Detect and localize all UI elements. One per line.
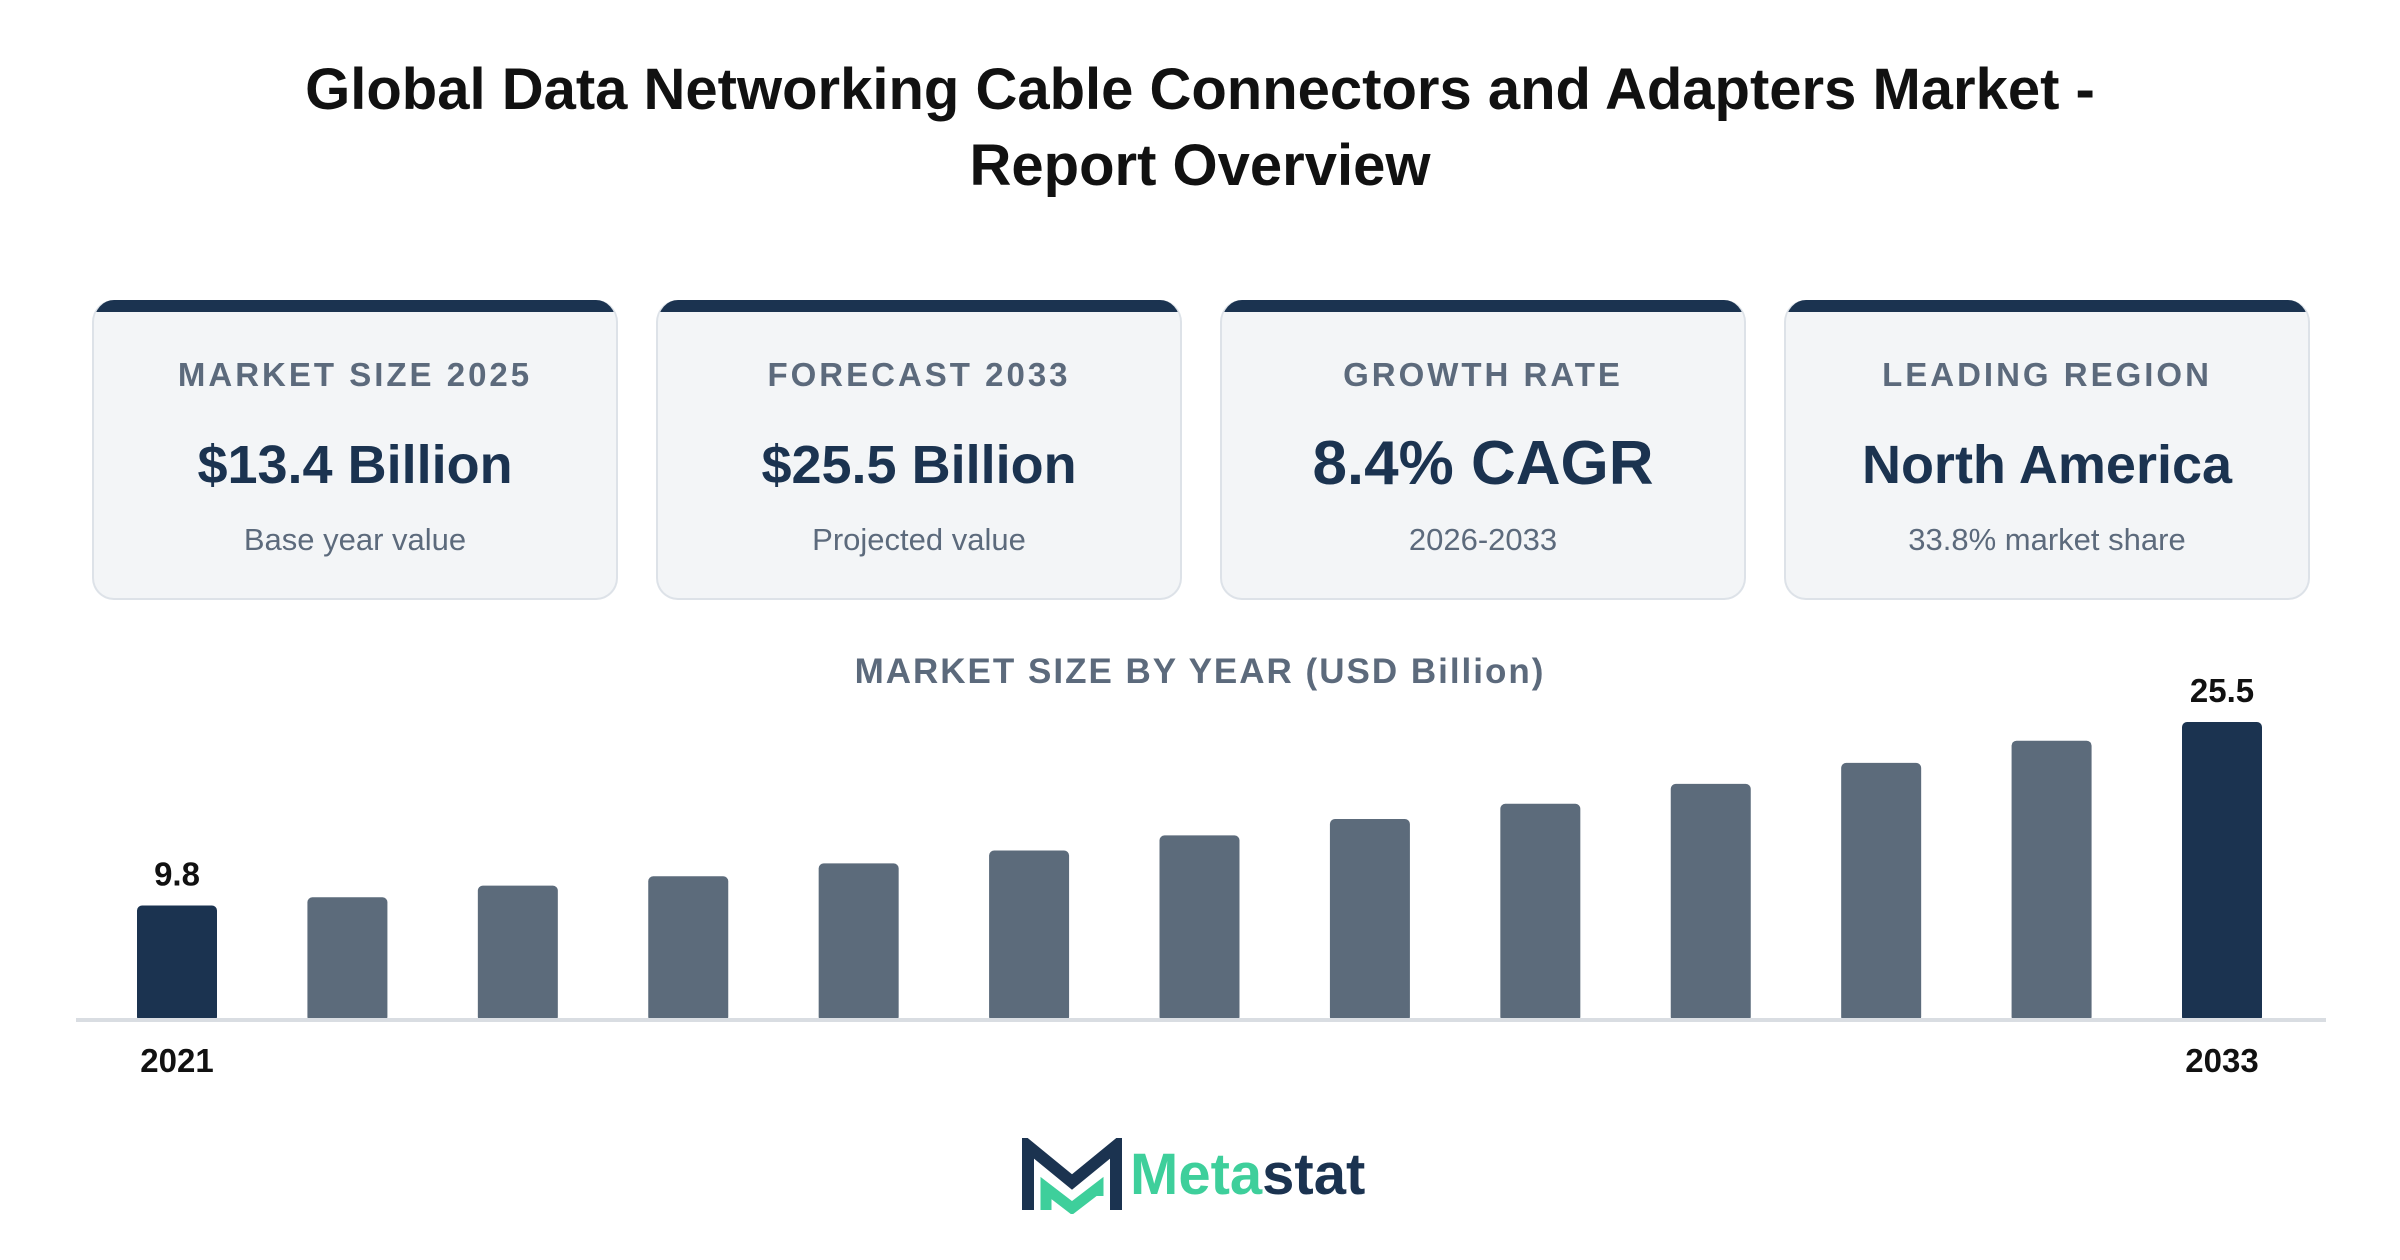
bar-2031 <box>1841 762 1922 1022</box>
logo-text-meta: Meta <box>1130 1142 1263 1207</box>
bar-value-label-2021: 9.8 <box>154 855 200 892</box>
card-value: North America <box>1861 435 2233 495</box>
card-value: $25.5 Billion <box>761 435 1077 495</box>
card-accent-bar <box>658 300 1180 312</box>
bar-2025 <box>818 863 899 1022</box>
card-label: MARKET SIZE 2025 <box>177 356 533 393</box>
card-value: 8.4% CAGR <box>1312 429 1654 498</box>
metastat-logo: Metastat <box>1022 1138 1392 1214</box>
card-growth-rate: GROWTH RATE 8.4% CAGR 2026-2033 <box>1220 300 1746 600</box>
card-label: FORECAST 2033 <box>767 356 1071 393</box>
title-line-2: Report Overview <box>969 133 1431 198</box>
card-forecast: FORECAST 2033 $25.5 Billion Projected va… <box>656 300 1182 600</box>
stat-cards: MARKET SIZE 2025 $13.4 Billion Base year… <box>92 300 2310 602</box>
bar-2030 <box>1670 783 1751 1022</box>
card-accent-bar <box>94 300 616 312</box>
bar-2027 <box>1159 835 1240 1022</box>
x-tick-label-2033: 2033 <box>2185 1042 2258 1079</box>
chart-title: MARKET SIZE BY YEAR (USD Billion) <box>854 652 1546 691</box>
bar-2023 <box>477 885 558 1022</box>
card-label: GROWTH RATE <box>1343 356 1623 393</box>
card-accent-bar <box>1786 300 2308 312</box>
bar-2032 <box>2011 740 2092 1022</box>
market-size-bar-chart: 9.8 2021 25.5 2033 <box>76 672 2326 1079</box>
bar-2029 <box>1500 803 1581 1022</box>
card-subtext: Base year value <box>243 522 467 557</box>
card-accent-bar <box>1222 300 1744 312</box>
bar-2033 <box>2182 722 2262 1022</box>
metastat-logo-icon <box>1022 1138 1122 1214</box>
bar-2024 <box>648 876 729 1022</box>
metastat-logo-text: Metastat <box>1130 1140 1365 1210</box>
card-value: $13.4 Billion <box>197 435 513 495</box>
card-leading-region: LEADING REGION North America 33.8% marke… <box>1784 300 2310 600</box>
bar-2026 <box>989 850 1070 1022</box>
x-tick-label-2021: 2021 <box>140 1042 213 1079</box>
page-title: Global Data Networking Cable Connectors … <box>0 52 2400 204</box>
card-label: LEADING REGION <box>1882 356 2212 393</box>
bar-2022 <box>307 897 388 1022</box>
card-subtext: 2026-2033 <box>1408 522 1558 557</box>
card-subtext: Projected value <box>812 522 1026 557</box>
card-market-size: MARKET SIZE 2025 $13.4 Billion Base year… <box>92 300 618 600</box>
bar-2028 <box>1329 818 1410 1022</box>
title-line-1: Global Data Networking Cable Connectors … <box>305 57 2095 122</box>
bar-2021 <box>137 905 217 1022</box>
logo-text-stat: stat <box>1262 1142 1366 1207</box>
card-subtext: 33.8% market share <box>1908 522 2186 557</box>
bar-value-label-2033: 25.5 <box>2190 672 2254 709</box>
